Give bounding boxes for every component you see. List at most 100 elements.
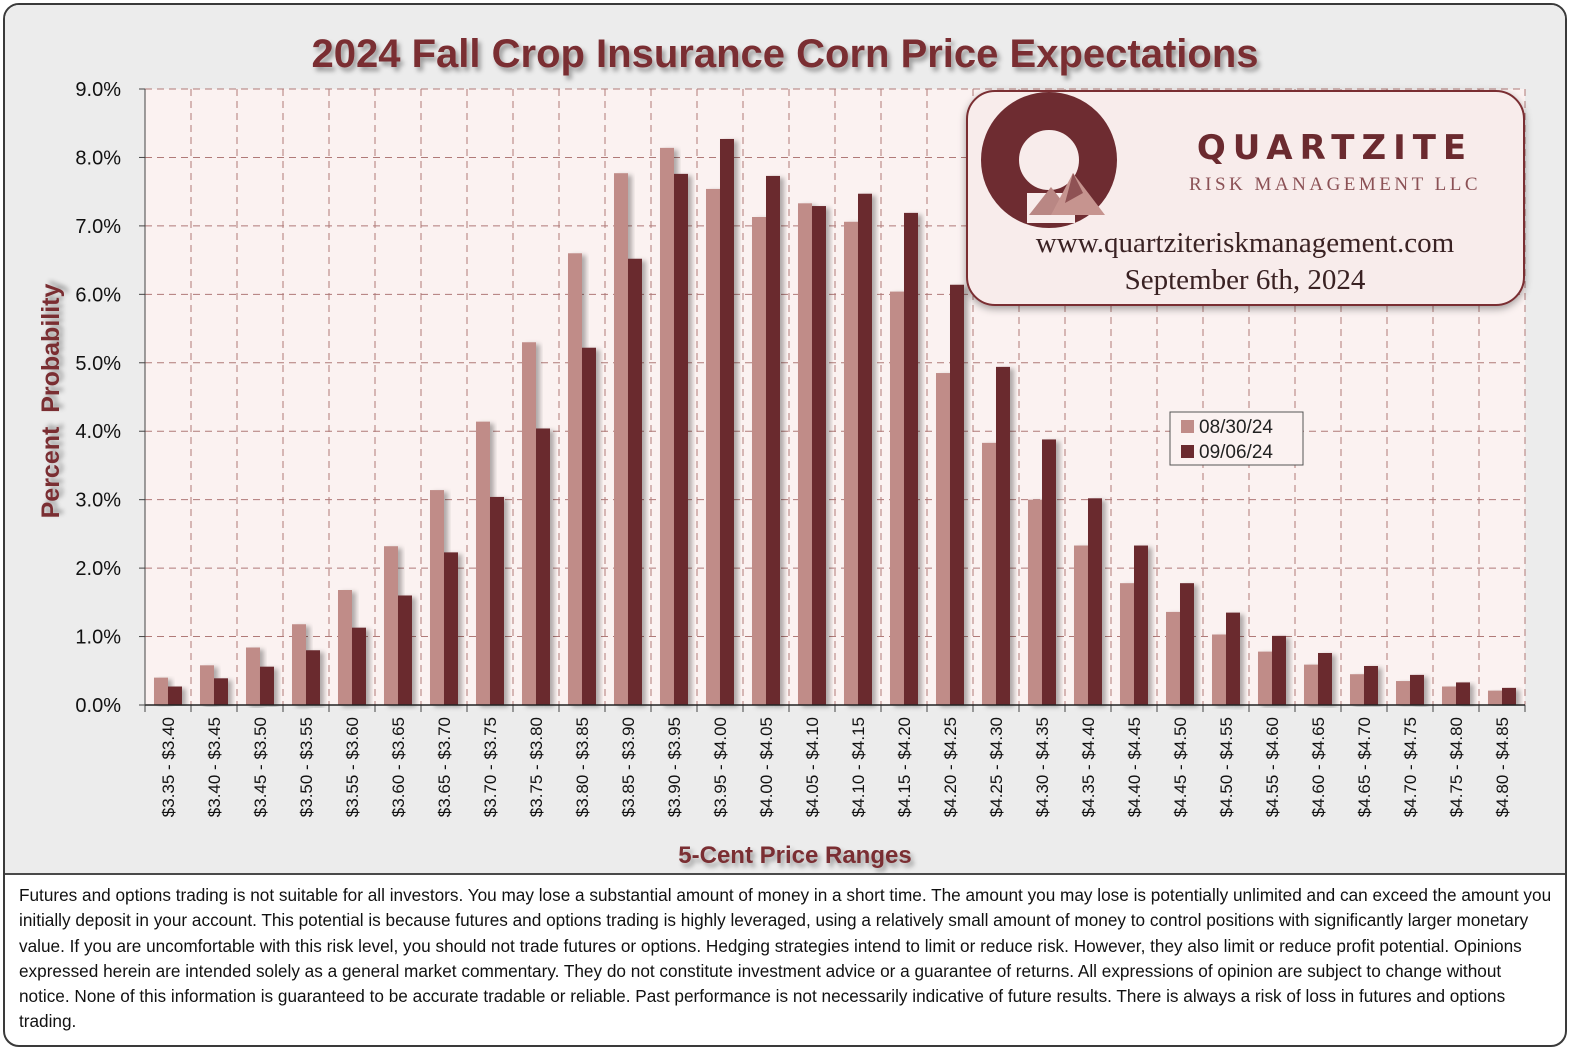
x-tick-label: $4.55 - $4.60: [1263, 717, 1282, 817]
logo-subtitle: RISK MANAGEMENT LLC: [1189, 174, 1481, 195]
x-tick-label: $4.45 - $4.50: [1171, 717, 1190, 817]
quartzite-logo-icon: [981, 92, 1117, 228]
bar-08-30-24-6: [430, 490, 444, 705]
x-tick-label: $3.75 - $3.80: [527, 717, 546, 817]
x-tick-label: $4.40 - $4.45: [1125, 717, 1144, 817]
bar-08-30-24-29: [1488, 690, 1502, 705]
x-tick-label: $3.80 - $3.85: [573, 717, 592, 817]
bar-09-06-24-25: [1318, 652, 1332, 705]
bar-08-30-24-4: [338, 590, 352, 705]
y-axis-title: Percent Probability: [37, 284, 65, 519]
bar-08-30-24-25: [1304, 664, 1318, 705]
x-tick-label: $4.50 - $4.55: [1217, 717, 1236, 817]
x-tick-label: $4.00 - $4.05: [757, 717, 776, 817]
x-tick-label: $4.10 - $4.15: [849, 717, 868, 817]
x-tick-label: $3.50 - $3.55: [297, 717, 316, 817]
bar-08-30-24-16: [890, 291, 904, 705]
logo-box: QUARTZITE RISK MANAGEMENT LLC www.quartz…: [966, 90, 1525, 306]
x-tick-label: $4.25 - $4.30: [987, 717, 1006, 817]
risk-disclaimer: Futures and options trading is not suita…: [19, 885, 1552, 1032]
bar-09-06-24-5: [398, 595, 412, 705]
bar-08-30-24-7: [476, 421, 490, 705]
x-tick-label: $3.90 - $3.95: [665, 717, 684, 817]
bar-08-30-24-24: [1258, 651, 1272, 705]
y-tick-label: 0.0%: [75, 695, 121, 717]
y-tick-label: 9.0%: [75, 79, 121, 101]
bar-08-30-24-1: [200, 665, 214, 705]
x-tick-label: $4.30 - $4.35: [1033, 717, 1052, 817]
x-tick-label: $4.75 - $4.80: [1447, 717, 1466, 817]
bar-09-06-24-21: [1134, 545, 1148, 705]
bar-08-30-24-0: [154, 677, 168, 705]
chart-area: 2024 Fall Crop Insurance Corn Price Expe…: [5, 5, 1565, 875]
bar-09-06-24-9: [582, 347, 596, 705]
bar-08-30-24-9: [568, 253, 582, 705]
legend-label-0830: 08/30/24: [1199, 417, 1273, 438]
x-tick-label: $3.95 - $4.00: [711, 717, 730, 817]
bar-08-30-24-12: [706, 188, 720, 705]
bar-08-30-24-8: [522, 342, 536, 705]
x-tick-label: $3.70 - $3.75: [481, 717, 500, 817]
bar-09-06-24-27: [1410, 674, 1424, 705]
bar-08-30-24-23: [1212, 634, 1226, 705]
x-tick-label: $3.35 - $3.40: [159, 717, 178, 817]
bar-08-30-24-22: [1166, 611, 1180, 705]
legend-swatch-0906: [1181, 445, 1194, 458]
logo-website: www.quartziteriskmanagement.com: [1036, 227, 1455, 259]
bar-08-30-24-21: [1120, 583, 1134, 705]
x-tick-label: $3.60 - $3.65: [389, 717, 408, 817]
bar-09-06-24-4: [352, 627, 366, 705]
bar-09-06-24-1: [214, 678, 228, 705]
x-axis-title: 5-Cent Price Ranges: [678, 842, 911, 869]
x-tick-label: $4.60 - $4.65: [1309, 717, 1328, 817]
y-tick-label: 3.0%: [75, 490, 121, 512]
bar-09-06-24-0: [168, 686, 182, 705]
bar-09-06-24-7: [490, 496, 504, 705]
y-tick-label: 8.0%: [75, 147, 121, 169]
x-tick-label: $4.80 - $4.85: [1493, 717, 1512, 817]
x-tick-label: $4.15 - $4.20: [895, 717, 914, 817]
x-tick-label: $3.65 - $3.70: [435, 717, 454, 817]
bar-08-30-24-15: [844, 221, 858, 705]
bar-08-30-24-11: [660, 147, 674, 705]
x-tick-label: $3.45 - $3.50: [251, 717, 270, 817]
bar-09-06-24-17: [950, 284, 964, 705]
bar-09-06-24-11: [674, 173, 688, 706]
bar-09-06-24-12: [720, 138, 734, 705]
x-tick-label: $4.20 - $4.25: [941, 717, 960, 817]
chart-title: 2024 Fall Crop Insurance Corn Price Expe…: [312, 32, 1259, 76]
bar-09-06-24-29: [1502, 687, 1516, 705]
bar-08-30-24-20: [1074, 545, 1088, 705]
bars: [154, 138, 1516, 706]
y-axis-ticks: 0.0% 1.0% 2.0% 3.0% 4.0% 5.0% 6.0% 7.0% 8.0% 9.0%: [75, 79, 145, 717]
x-tick-label: $4.65 - $4.70: [1355, 717, 1374, 817]
bar-08-30-24-19: [1028, 499, 1042, 705]
bar-08-30-24-3: [292, 624, 306, 705]
x-tick-label: $3.55 - $3.60: [343, 717, 362, 817]
bar-08-30-24-18: [982, 442, 996, 705]
bar-08-30-24-13: [752, 216, 766, 706]
bar-08-30-24-27: [1396, 681, 1410, 705]
legend-label-0906: 09/06/24: [1199, 442, 1273, 463]
bar-09-06-24-26: [1364, 665, 1378, 705]
x-tick-label: $4.70 - $4.75: [1401, 717, 1420, 817]
y-tick-label: 6.0%: [75, 284, 121, 306]
bar-08-30-24-5: [384, 546, 398, 705]
bar-09-06-24-13: [766, 175, 780, 705]
y-tick-label: 1.0%: [75, 627, 121, 649]
bar-09-06-24-10: [628, 258, 642, 705]
bar-08-30-24-2: [246, 647, 260, 705]
bar-09-06-24-22: [1180, 583, 1194, 705]
bar-09-06-24-19: [1042, 439, 1056, 705]
x-tick-label: $3.40 - $3.45: [205, 717, 224, 817]
bar-08-30-24-14: [798, 203, 812, 705]
bar-08-30-24-28: [1442, 686, 1456, 705]
x-tick-label: $3.85 - $3.90: [619, 717, 638, 817]
bar-09-06-24-8: [536, 428, 550, 705]
bar-09-06-24-18: [996, 366, 1010, 705]
bar-09-06-24-3: [306, 650, 320, 705]
y-tick-label: 4.0%: [75, 421, 121, 443]
logo-company-name: QUARTZITE: [1197, 128, 1473, 168]
legend: 08/30/24 09/06/24: [1169, 411, 1304, 466]
x-tick-label: $4.35 - $4.40: [1079, 717, 1098, 817]
